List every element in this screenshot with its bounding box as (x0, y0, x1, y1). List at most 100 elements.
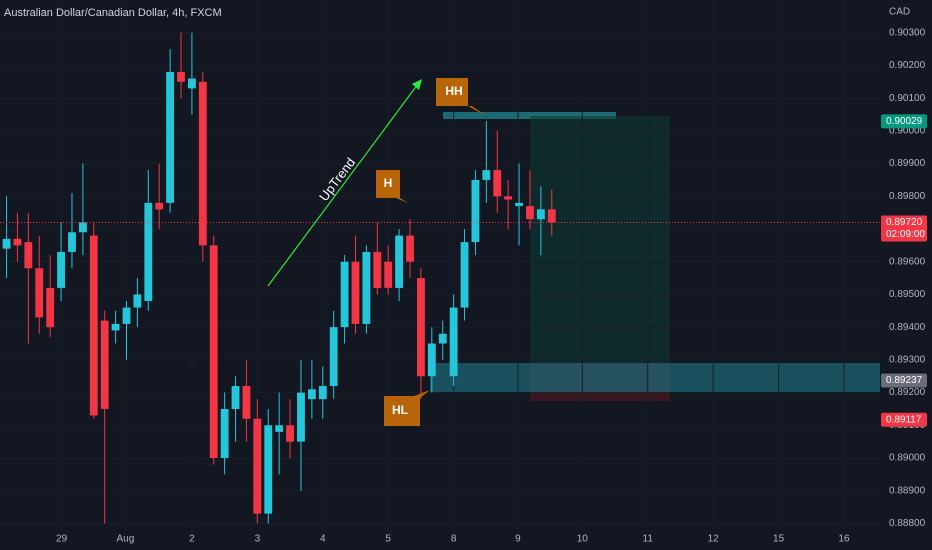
candle-body (329, 327, 338, 387)
x-tick-label: Aug (117, 534, 135, 545)
candle-body (57, 251, 65, 288)
candle-body (471, 179, 480, 243)
target-zone (530, 116, 670, 363)
candle-body (144, 202, 153, 301)
x-tick-label: 12 (708, 534, 720, 545)
candle-body (493, 170, 502, 197)
price-badge (881, 412, 927, 427)
x-tick-label: 11 (643, 534, 654, 545)
hl-zone (430, 363, 880, 392)
price-axis-bg (880, 0, 932, 550)
candle-body (427, 343, 436, 377)
candle-body (35, 268, 44, 318)
y-tick-label: 0.89900 (889, 158, 926, 169)
candle-body (318, 386, 327, 400)
candle-body (416, 278, 425, 377)
price-badge-label: 0.89720 (886, 217, 923, 228)
y-tick-label: 0.89600 (889, 256, 926, 267)
candle-body (362, 251, 371, 324)
candle-body (264, 425, 273, 514)
tag-shape (384, 390, 430, 426)
candle-body (297, 392, 305, 442)
y-tick-label: 0.89400 (889, 322, 926, 333)
price-badge (881, 373, 927, 388)
x-tick-label: 5 (385, 534, 391, 545)
candle-body (242, 386, 251, 419)
tag-label: H (384, 176, 393, 190)
candles (0, 32, 880, 524)
tag-label: HH (445, 84, 462, 98)
y-tick-label: 0.90000 (889, 126, 926, 137)
y-tick-label: 0.90100 (889, 93, 926, 104)
y-tick-label: 0.88800 (889, 518, 926, 529)
countdown: 02:09:00 (886, 229, 925, 240)
candle-body (13, 238, 22, 246)
h-tag: H (376, 170, 408, 203)
candle-body (438, 333, 447, 344)
candle-body (340, 261, 349, 328)
candle-body (220, 408, 229, 459)
x-tick-label: 3 (255, 534, 261, 545)
trend-arrow (267, 83, 419, 287)
candle-body (89, 235, 98, 416)
price-badge-label: 0.90029 (886, 116, 923, 127)
price-badge-label: 0.89237 (886, 375, 923, 386)
tag-label: HL (392, 403, 408, 417)
y-tick-label: 0.88900 (889, 485, 926, 496)
x-tick-label: 9 (515, 534, 521, 545)
candle-body (307, 389, 316, 400)
candle-body (78, 222, 87, 233)
candle-body (68, 232, 76, 252)
x-tick-label: 8 (451, 534, 457, 545)
y-tick-label: 0.89200 (889, 387, 926, 398)
candle-body (209, 245, 218, 459)
candle-body (133, 294, 142, 308)
candle-body (286, 425, 294, 442)
zones (430, 112, 880, 401)
y-tick-label: 0.90300 (889, 27, 926, 38)
y-tick-label: 0.89000 (889, 453, 926, 464)
tag-shape (376, 170, 408, 203)
candle-body (187, 78, 196, 89)
hh-zone (443, 112, 616, 119)
candle-body (231, 386, 240, 409)
hl-tag: HL (384, 390, 430, 426)
tag-shape (436, 78, 486, 116)
price-badge (881, 215, 927, 242)
candle-body (111, 323, 120, 331)
price-badge-label: 0.89117 (886, 414, 922, 425)
axes: Australian Dollar/Canadian Dollar, 4h, F… (4, 0, 932, 550)
currency: CAD (889, 7, 910, 18)
candle-body (460, 242, 469, 308)
x-tick-label: 2 (189, 534, 195, 545)
hh-tag: HH (436, 78, 486, 116)
chart-title: Australian Dollar/Canadian Dollar, 4h, F… (4, 7, 222, 19)
x-tick-label: 15 (773, 534, 785, 545)
candle-body (526, 206, 534, 220)
candle-body (253, 418, 262, 514)
candle-body (177, 71, 185, 82)
candle-body (395, 235, 404, 288)
candle-body (2, 238, 11, 249)
candle-body (24, 242, 33, 269)
candle-body (482, 170, 491, 180)
candle-body (275, 425, 284, 432)
grid (0, 0, 880, 530)
candle-body (100, 320, 109, 409)
x-tick-label: 16 (838, 534, 850, 545)
candle-body (547, 209, 556, 223)
x-tick-label: 4 (320, 534, 326, 545)
candle-body (536, 209, 545, 220)
candle-body (46, 287, 55, 328)
candle-body (351, 261, 360, 324)
y-tick-label: 0.90200 (889, 60, 926, 71)
y-tick-label: 0.89800 (889, 191, 926, 202)
arrow-head (412, 79, 422, 90)
x-tick-label: 10 (577, 534, 589, 545)
candle-body (384, 261, 393, 288)
candle-body (449, 307, 458, 377)
candle-body (198, 81, 207, 246)
y-tick-label: 0.89300 (889, 355, 926, 366)
